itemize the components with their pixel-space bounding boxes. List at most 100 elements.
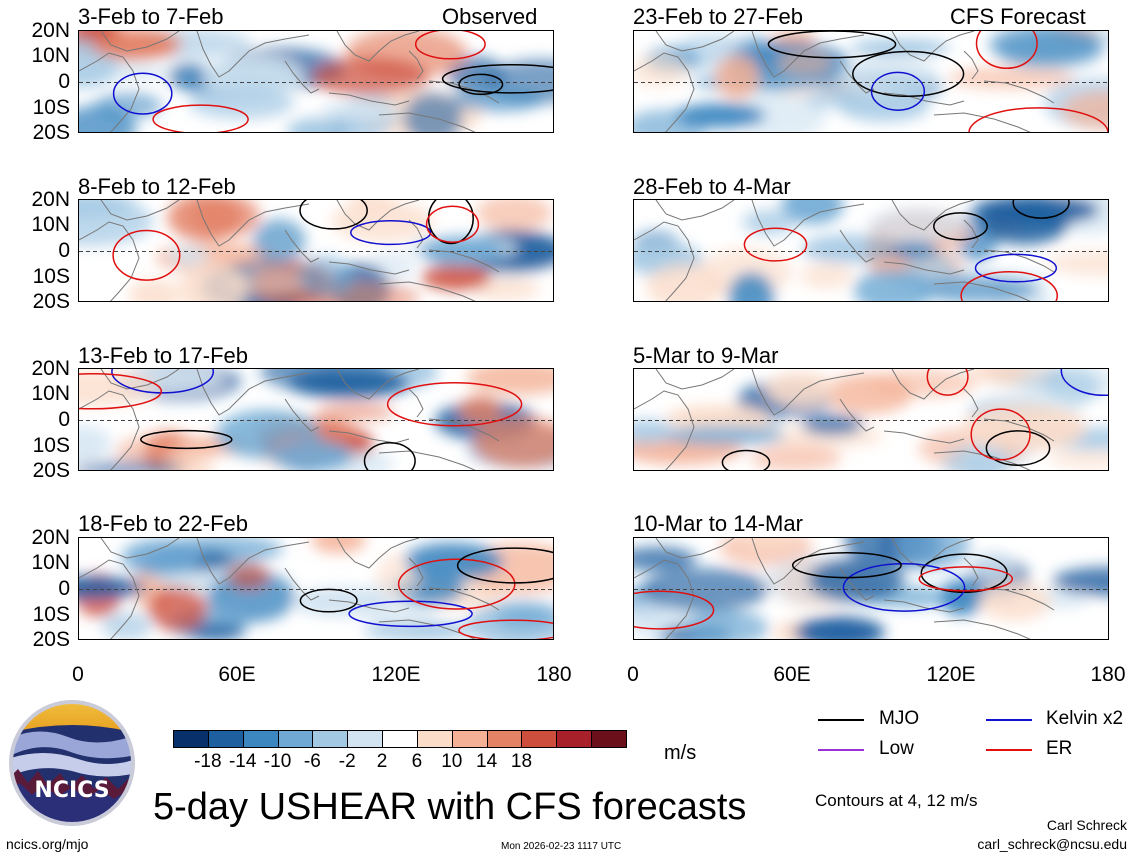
author-email: carl_schreck@ncsu.edu (977, 836, 1127, 852)
main-title: 5-day USHEAR with CFS forecasts (153, 786, 747, 828)
colorbar-cell (591, 730, 627, 748)
colorbar-cell (382, 730, 418, 748)
shear-map (634, 200, 1108, 301)
coastline (408, 557, 424, 587)
coastline (336, 200, 420, 231)
author-name: Carl Schreck (1046, 817, 1127, 833)
coastline (839, 60, 875, 94)
mjo-contour (791, 552, 902, 579)
lon-label: 60E (218, 663, 256, 686)
colorbar-cell (451, 730, 488, 748)
colorbar-label: 6 (411, 751, 423, 772)
ncics-logo: NCICS (8, 699, 136, 827)
lat-label: 10S (32, 603, 70, 626)
coastline (883, 261, 965, 275)
coastline (428, 418, 500, 442)
coastline (891, 369, 975, 400)
lat-label: 20N (31, 357, 70, 380)
colorbar-label: 18 (510, 751, 533, 772)
map-panel-observed-3 (78, 368, 554, 471)
lat-label: 0 (58, 70, 70, 93)
colorbar-label: -6 (303, 751, 321, 772)
lat-label: 10N (31, 551, 70, 574)
er-contour (112, 229, 181, 281)
map-panel-observed-2 (78, 199, 554, 302)
coastline (751, 200, 865, 247)
coastline (196, 369, 310, 416)
shear-map (79, 31, 553, 132)
lat-label: 20N (31, 188, 70, 211)
mjo-contour (299, 200, 368, 230)
coastline (634, 390, 695, 470)
er-contour (634, 590, 715, 630)
colorbar-cell (173, 730, 209, 748)
coastline (100, 538, 180, 559)
coastline (428, 249, 500, 273)
coastline (408, 388, 424, 418)
map-panel-forecast-3 (633, 368, 1109, 471)
kelvin-contour (842, 562, 966, 612)
er-contour (918, 566, 1014, 592)
coastline (839, 398, 875, 432)
coastline (839, 567, 875, 601)
colorbar-cell (521, 730, 558, 748)
coastline (328, 599, 410, 613)
kelvin-contour (974, 253, 1058, 283)
coastline (408, 219, 424, 249)
mjo-contour (458, 73, 504, 96)
mjo-contour (852, 50, 965, 98)
er-contour (425, 205, 480, 243)
er-contour (960, 270, 1059, 301)
er-contour (926, 369, 969, 396)
coastline (751, 369, 865, 416)
colorbar (173, 730, 627, 748)
legend-kelvin-line (986, 719, 1032, 721)
lat-label: 20S (32, 459, 70, 482)
coastline (883, 92, 965, 106)
ncics-logo-icon: NCICS (9, 700, 135, 826)
mjo-contour (140, 429, 233, 450)
coastline (634, 559, 695, 639)
legend-mjo-line (818, 719, 864, 721)
lon-label: 180 (1090, 663, 1126, 686)
colorbar-units: m/s (664, 742, 697, 764)
coastline (634, 221, 695, 301)
coastline (963, 50, 979, 80)
colorbar-label: 10 (441, 751, 463, 772)
colorbar-cell (277, 730, 314, 748)
coastline (655, 31, 735, 52)
kelvin-contour (111, 369, 215, 394)
er-contour (458, 619, 553, 639)
coastline (79, 390, 140, 470)
panel-title-5: 23-Feb to 27-Feb (633, 4, 803, 29)
mjo-contour (441, 63, 553, 94)
lat-label: 20S (32, 628, 70, 651)
lat-label: 10N (31, 44, 70, 67)
coastline (100, 369, 180, 390)
colorbar-cell (347, 730, 384, 748)
mjo-contour (363, 442, 416, 470)
coastline (79, 52, 140, 132)
coastline (634, 52, 695, 132)
shear-map (79, 369, 553, 470)
colorbar-label: -18 (194, 751, 222, 772)
coastline (839, 229, 875, 263)
coastline (284, 60, 320, 94)
er-contour (397, 558, 516, 610)
map-panel-forecast-4 (633, 537, 1109, 640)
shear-map (634, 31, 1108, 132)
lat-label: 10S (32, 96, 70, 119)
coastline (378, 450, 476, 470)
coastline (963, 557, 979, 587)
lat-label: 20S (32, 121, 70, 144)
lat-label: 20N (31, 19, 70, 42)
mjo-contour (299, 588, 358, 613)
lat-label: 10S (32, 434, 70, 457)
legend-low-line (818, 749, 864, 751)
coastline (751, 31, 865, 78)
coastline (891, 31, 975, 62)
coastline (655, 369, 735, 390)
kelvin-contour (112, 72, 173, 115)
lat-label: 10N (31, 213, 70, 236)
mjo-contour (721, 449, 771, 470)
